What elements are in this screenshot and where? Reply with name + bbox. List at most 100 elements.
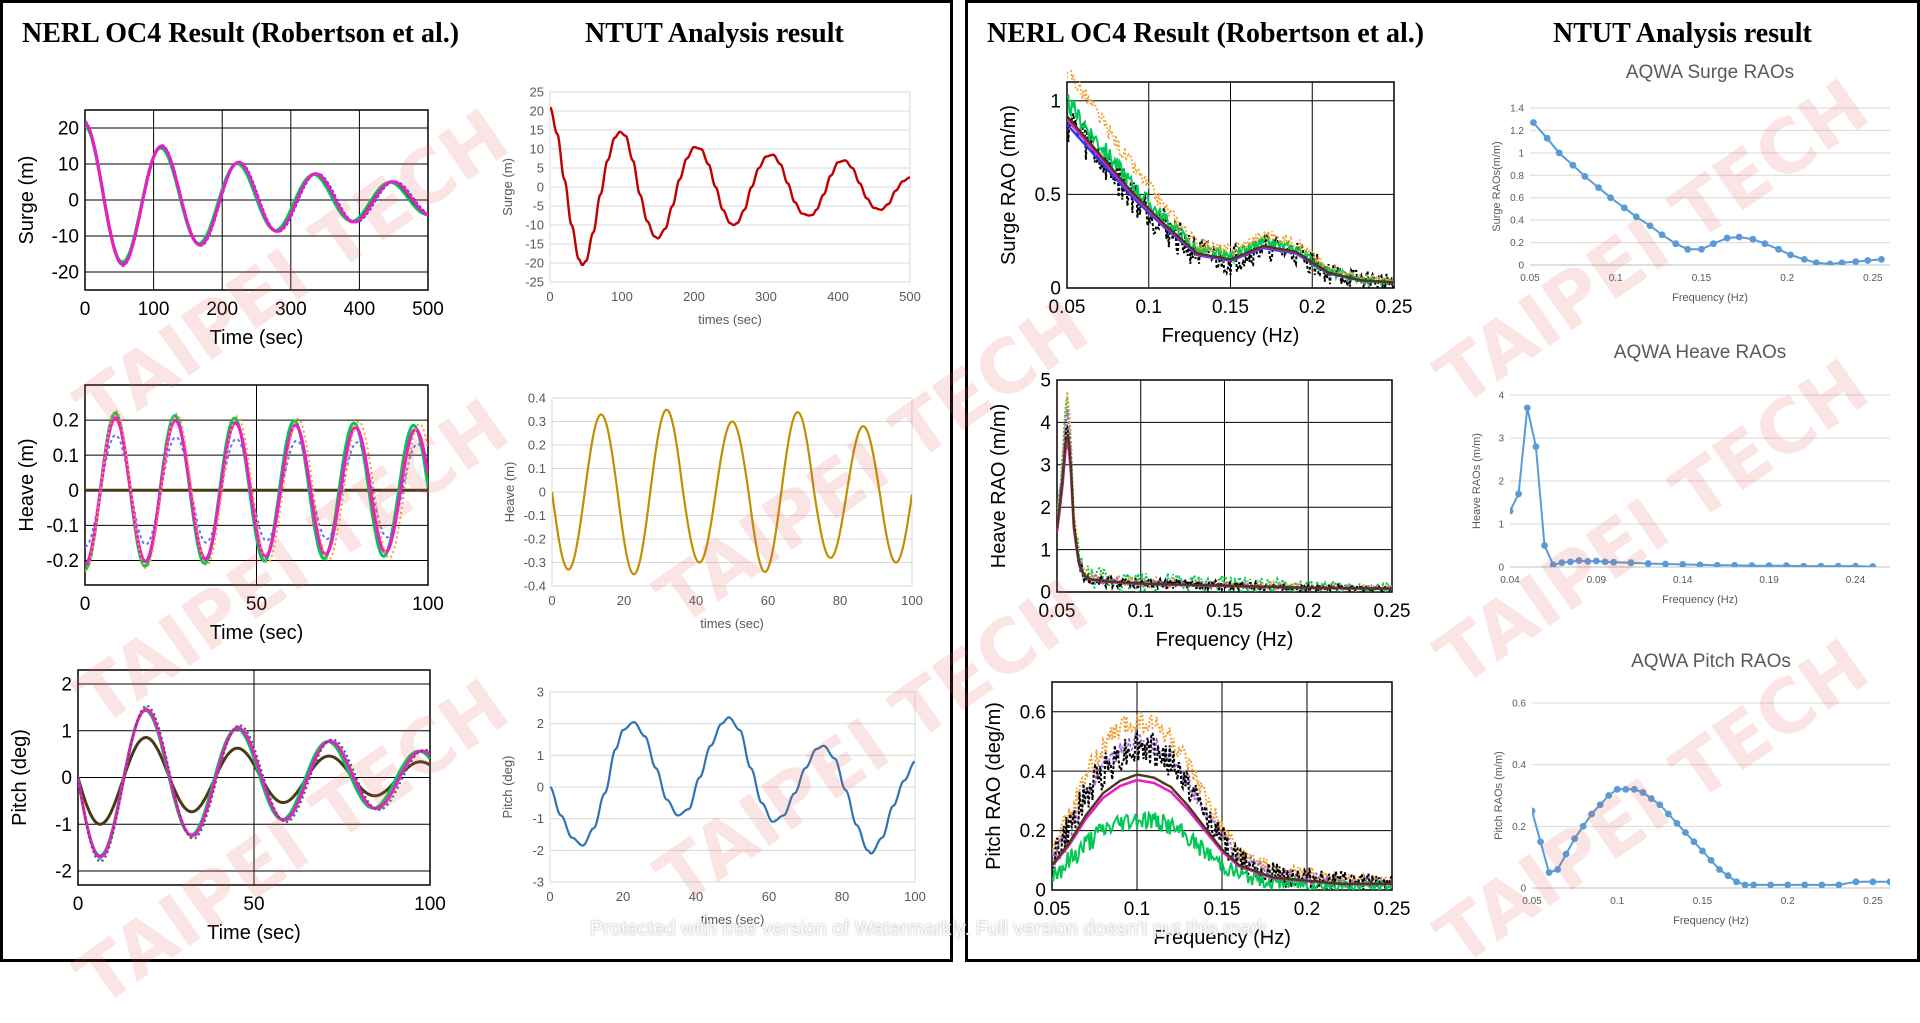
data-point xyxy=(1558,559,1566,567)
x-tick-label: 100 xyxy=(412,594,444,615)
x-tick-label: 0.24 xyxy=(1846,575,1866,586)
y-tick-label: 5 xyxy=(1040,371,1051,392)
data-point xyxy=(1713,561,1721,567)
x-axis-label: Time (sec) xyxy=(210,327,304,349)
chart-title: AQWA Surge RAOs xyxy=(1626,62,1794,83)
x-axis-label: Frequency (Hz) xyxy=(1672,292,1748,304)
data-point xyxy=(1835,881,1843,888)
x-tick-label: 0.05 xyxy=(1049,297,1086,318)
data-point xyxy=(1584,558,1592,565)
x-tick-label: 200 xyxy=(683,289,705,304)
y-tick-label: 0.1 xyxy=(528,461,546,476)
x-tick-label: 0.25 xyxy=(1863,896,1883,907)
x-tick-label: 0 xyxy=(546,289,553,304)
y-tick-label: 1 xyxy=(1050,91,1061,112)
y-tick-label: 0.2 xyxy=(1510,238,1524,249)
y-axis-label: Surge (m) xyxy=(500,158,515,216)
x-tick-label: 100 xyxy=(414,894,446,915)
y-tick-label: -20 xyxy=(52,263,79,284)
header-nerl-right: NERL OC4 Result (Robertson et al.) xyxy=(987,18,1425,49)
y-tick-label: 0.8 xyxy=(1510,171,1524,182)
data-point xyxy=(1575,557,1583,564)
data-point xyxy=(1610,558,1618,566)
data-point xyxy=(1716,866,1723,873)
series-group xyxy=(550,106,910,267)
data-point xyxy=(1545,869,1553,876)
y-tick-label: 25 xyxy=(530,85,544,100)
x-tick-label: 0.1 xyxy=(1124,899,1150,920)
series-group xyxy=(1510,404,1877,567)
series-line xyxy=(1057,433,1392,590)
data-point xyxy=(1741,881,1749,888)
x-tick-label: 100 xyxy=(611,289,633,304)
header-nerl-left: NERL OC4 Result (Robertson et al.) xyxy=(22,18,460,49)
x-tick-label: 300 xyxy=(275,299,307,320)
series-group xyxy=(1052,711,1392,890)
left-panel xyxy=(0,0,953,962)
y-tick-label: 1 xyxy=(537,748,544,763)
data-point xyxy=(1562,850,1570,858)
data-point xyxy=(1767,881,1775,888)
y-axis-label: Heave RAOs (m/m) xyxy=(1471,433,1483,529)
nerl_surge_rao-chart: 1 0.5 00.05 0.1 0.15 0.2 0.25 Frequency (Hz) Sur… xyxy=(998,70,1412,347)
data-point xyxy=(1543,134,1551,142)
series-line xyxy=(1057,391,1392,592)
y-tick-label: 0.2 xyxy=(528,438,546,453)
y-tick-label: 1 xyxy=(1498,520,1504,531)
data-point xyxy=(1707,856,1715,864)
data-point xyxy=(1800,562,1808,567)
series-line xyxy=(1052,729,1392,890)
data-point xyxy=(1878,255,1885,263)
series-group xyxy=(85,120,428,267)
data-point xyxy=(1673,819,1681,827)
data-point xyxy=(1682,829,1689,836)
data-point xyxy=(1817,562,1825,567)
data-point xyxy=(1620,204,1628,212)
data-point xyxy=(1601,558,1609,566)
y-tick-label: 0.1 xyxy=(53,446,79,467)
series-group xyxy=(552,408,912,576)
series-line xyxy=(85,411,428,571)
chart-title: AQWA Pitch RAOs xyxy=(1631,651,1791,672)
x-axis-label: times (sec) xyxy=(700,616,764,631)
series-line xyxy=(85,416,428,566)
x-tick-label: 100 xyxy=(138,299,170,320)
y-tick-label: 0 xyxy=(1518,261,1524,272)
data-point xyxy=(1549,561,1557,567)
y-axis-label: Pitch RAO (deg/m) xyxy=(983,702,1005,870)
x-tick-label: 0.15 xyxy=(1206,601,1243,622)
plot-frame xyxy=(1051,681,1393,891)
y-axis-label: Pitch (deg) xyxy=(9,729,31,826)
x-axis-label: Time (sec) xyxy=(210,622,304,644)
x-tick-label: 0 xyxy=(80,594,91,615)
x-tick-label: 500 xyxy=(412,299,444,320)
data-point xyxy=(1724,872,1732,880)
series-line xyxy=(1052,773,1392,886)
data-point xyxy=(1864,257,1872,264)
y-tick-label: -3 xyxy=(532,875,544,890)
ntut_heave-chart: 0.40.30.20.10-0.1-0.2-0.3-0.40 20 40 60 80 10… xyxy=(502,391,923,631)
data-point xyxy=(1592,557,1600,565)
chart-title: AQWA Heave RAOs xyxy=(1614,342,1786,363)
data-point xyxy=(1826,260,1834,265)
x-tick-label: 0.2 xyxy=(1294,899,1320,920)
y-tick-label: 0 xyxy=(1035,881,1046,902)
data-point xyxy=(1731,561,1738,567)
series-group xyxy=(85,409,428,572)
y-tick-label: 0.6 xyxy=(1020,702,1046,723)
x-tick-label: 0.15 xyxy=(1692,273,1712,284)
nerl_heave_rao-chart: 5 4 3 2 1 00.05 0.1 0.15 0.2 0.25 Frequency (Hz) He… xyxy=(988,371,1410,651)
series-line xyxy=(78,736,430,826)
y-axis-label: Heave (m) xyxy=(502,462,517,523)
x-axis-label: Frequency (Hz) xyxy=(1162,325,1300,347)
data-point xyxy=(1571,835,1579,843)
y-tick-label: 0 xyxy=(537,180,544,195)
y-tick-label: 2 xyxy=(537,716,544,731)
data-point xyxy=(1749,235,1757,243)
data-point xyxy=(1735,233,1743,241)
x-tick-label: 0 xyxy=(80,299,91,320)
x-tick-label: 0.15 xyxy=(1693,896,1713,907)
header-ntut-left: NTUT Analysis result xyxy=(585,18,844,49)
data-point xyxy=(1581,173,1589,180)
